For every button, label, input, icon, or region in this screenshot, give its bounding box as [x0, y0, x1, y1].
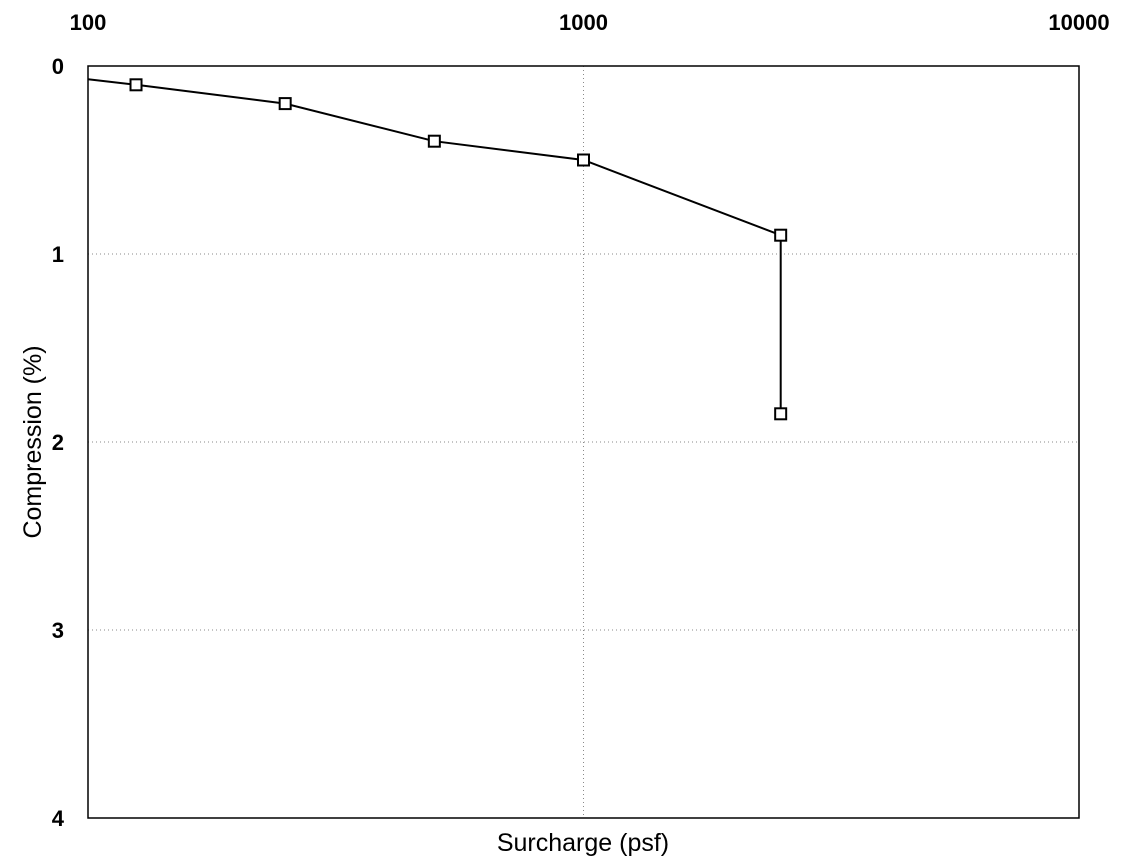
data-point-marker [278, 97, 292, 111]
x-tick-label: 10000 [1048, 10, 1109, 35]
grid [88, 66, 1079, 818]
y-tick-label: 0 [52, 54, 64, 79]
y-tick-label: 1 [52, 242, 64, 267]
y-tick-label: 3 [52, 618, 64, 643]
data-point-marker [427, 134, 441, 148]
x-axis-label: Surcharge (psf) [497, 829, 669, 857]
x-tick-label: 100 [70, 10, 107, 35]
y-axis-label: Compression (%) [19, 345, 47, 538]
y-tick-label: 2 [52, 430, 64, 455]
data-point-marker [774, 407, 788, 421]
data-point-marker [129, 78, 143, 92]
y-tick-labels: 0 1 2 3 4 [52, 54, 65, 831]
x-tick-labels: 100 1000 10000 [70, 10, 1110, 35]
y-tick-label: 4 [52, 806, 65, 831]
x-tick-label: 1000 [559, 10, 608, 35]
data-point-marker [774, 228, 788, 242]
plot-frame [87, 65, 1080, 819]
data-point-marker [577, 153, 590, 167]
series-layer [87, 78, 788, 421]
